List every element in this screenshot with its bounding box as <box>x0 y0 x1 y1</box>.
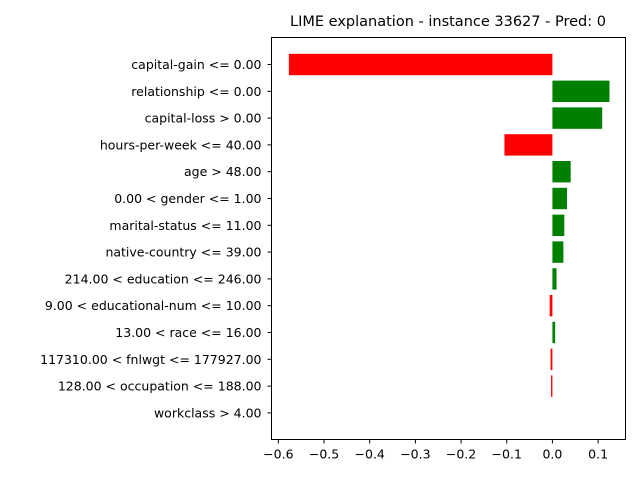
y-tick-label: 13.00 < race <= 16.00 <box>115 325 261 340</box>
y-tick-label: relationship <= 0.00 <box>131 84 261 99</box>
y-tick-label: native-country <= 39.00 <box>105 245 261 260</box>
y-tick-label: 9.00 < educational-num <= 10.00 <box>45 298 262 313</box>
bar <box>504 134 553 156</box>
bar <box>288 53 553 76</box>
bar <box>551 375 553 397</box>
y-tick-label: capital-gain <= 0.00 <box>131 57 261 72</box>
x-tick-label: 0.1 <box>588 447 608 462</box>
y-tick-label: 128.00 < occupation <= 188.00 <box>58 379 262 394</box>
x-tick-label: −0.3 <box>400 447 430 462</box>
bar <box>552 107 603 129</box>
y-tick-label: marital-status <= 11.00 <box>109 218 261 233</box>
chart-title: LIME explanation - instance 33627 - Pred… <box>290 14 606 30</box>
y-tick-label: 214.00 < education <= 246.00 <box>65 271 262 286</box>
x-tick-label: −0.4 <box>355 447 385 462</box>
bar <box>552 214 565 236</box>
bar <box>552 161 571 183</box>
y-tick-label: capital-loss > 0.00 <box>145 111 262 126</box>
plot-frame <box>271 37 626 440</box>
bar <box>552 80 610 102</box>
bars-group <box>288 53 610 397</box>
y-tick-label: workclass > 4.00 <box>154 405 262 420</box>
y-tick-label: 117310.00 < fnlwgt <= 177927.00 <box>40 352 261 367</box>
x-tick-label: 0.0 <box>542 447 562 462</box>
x-tick-label: −0.1 <box>492 447 522 462</box>
x-tick-label: −0.5 <box>309 447 339 462</box>
y-tick-label: hours-per-week <= 40.00 <box>100 137 262 152</box>
x-axis-group: −0.6 −0.5 −0.4 −0.3 −0.2 −0.1 0.0 0.1 <box>263 439 608 462</box>
y-tick-label: age > 48.00 <box>184 164 262 179</box>
y-labels-group: capital-gain <= 0.00 relationship <= 0.00… <box>40 57 272 420</box>
bar <box>549 295 553 317</box>
bar <box>552 187 568 210</box>
x-tick-label: −0.6 <box>263 447 293 462</box>
bar <box>550 348 553 370</box>
bar <box>552 268 557 290</box>
y-tick-label: 0.00 < gender <= 1.00 <box>114 191 261 206</box>
x-tick-label: −0.2 <box>446 447 476 462</box>
bar <box>552 321 556 344</box>
bar <box>552 241 564 263</box>
